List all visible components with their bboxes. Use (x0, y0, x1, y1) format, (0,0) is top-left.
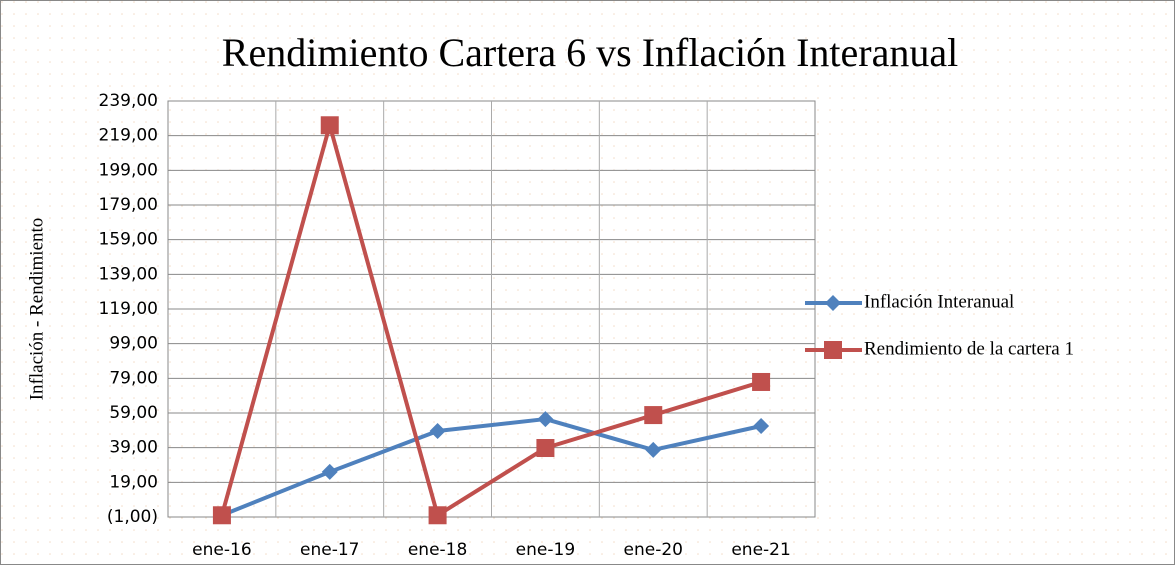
data-point (428, 506, 447, 525)
y-tick-label: 199,00 (99, 160, 158, 180)
y-tick-label: 39,00 (109, 438, 158, 458)
x-tick-label: ene-18 (408, 540, 467, 560)
y-tick-label: 59,00 (109, 403, 158, 423)
x-tick-label: ene-21 (731, 540, 790, 560)
y-tick-label: 179,00 (99, 195, 158, 215)
y-tick-label: 239,00 (99, 91, 158, 111)
x-tick-label: ene-20 (624, 540, 683, 560)
chart-title: Rendimiento Cartera 6 vs Inflación Inter… (222, 30, 958, 75)
data-point (644, 406, 663, 425)
y-tick-label: 119,00 (99, 299, 158, 319)
series-line (221, 417, 762, 518)
y-tick-label: 19,00 (109, 472, 158, 492)
data-point (320, 116, 339, 135)
y-tick-label: 219,00 (99, 126, 158, 146)
y-axis-label: Inflación - Rendimiento (26, 218, 47, 401)
data-point (536, 439, 555, 458)
series-line (219, 123, 762, 518)
legend-label: Rendimiento de la cartera 1 (864, 338, 1074, 359)
y-tick-label: 159,00 (99, 230, 158, 250)
legend-marker (824, 341, 842, 359)
data-point (212, 506, 231, 525)
legend-label: Inflación Interanual (864, 291, 1014, 312)
y-tick-label: (1,00) (107, 507, 158, 527)
legend-marker (825, 295, 841, 311)
data-point (537, 411, 554, 428)
data-point (321, 463, 338, 480)
data-point (753, 418, 770, 434)
x-tick-label: ene-19 (516, 540, 575, 560)
x-tick-label: ene-17 (300, 540, 359, 560)
y-tick-label: 99,00 (109, 334, 158, 354)
y-tick-label: 79,00 (109, 368, 158, 388)
data-point (752, 372, 771, 391)
data-point (429, 423, 446, 440)
y-tick-label: 139,00 (99, 264, 158, 284)
x-tick-label: ene-16 (192, 540, 251, 560)
data-point (645, 441, 662, 458)
